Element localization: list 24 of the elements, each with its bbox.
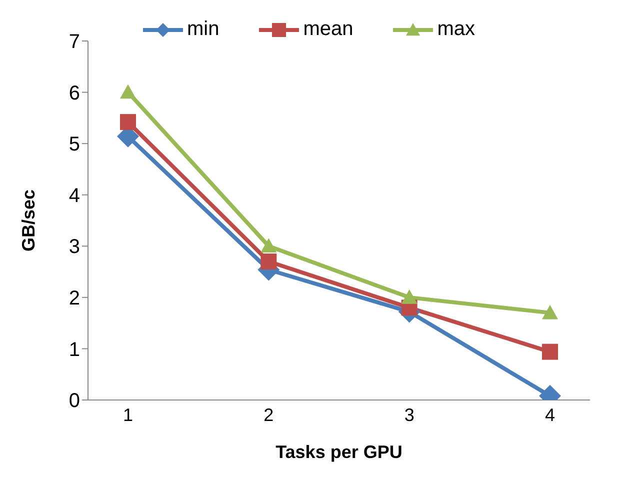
x-tick-label: 2 <box>264 404 274 425</box>
point <box>260 254 277 270</box>
y-tick-label: 2 <box>68 288 80 310</box>
point <box>542 344 558 360</box>
x-tick-label: 1 <box>122 404 134 425</box>
y-tick-label: 7 <box>68 31 80 54</box>
point <box>120 84 136 99</box>
point <box>542 304 558 320</box>
legend-label: max <box>437 18 476 41</box>
x-tick-label: 4 <box>544 404 556 425</box>
legend-label: mean <box>303 18 354 41</box>
y-tick-label: 0 <box>68 390 80 412</box>
point <box>260 238 277 253</box>
y-tick-label: 4 <box>68 184 80 207</box>
y-tick-label: 6 <box>68 82 80 104</box>
legend-label: min <box>186 18 220 41</box>
y-tick-label: 3 <box>68 236 80 258</box>
point <box>401 289 418 304</box>
y-tick-label: 1 <box>68 338 80 361</box>
y-axis-title: GB/sec <box>18 189 38 252</box>
x-tick-label: 3 <box>404 404 414 425</box>
y-tick-label: 5 <box>68 134 80 156</box>
point <box>120 114 136 130</box>
x-axis-title: Tasks per GPU <box>276 442 402 462</box>
